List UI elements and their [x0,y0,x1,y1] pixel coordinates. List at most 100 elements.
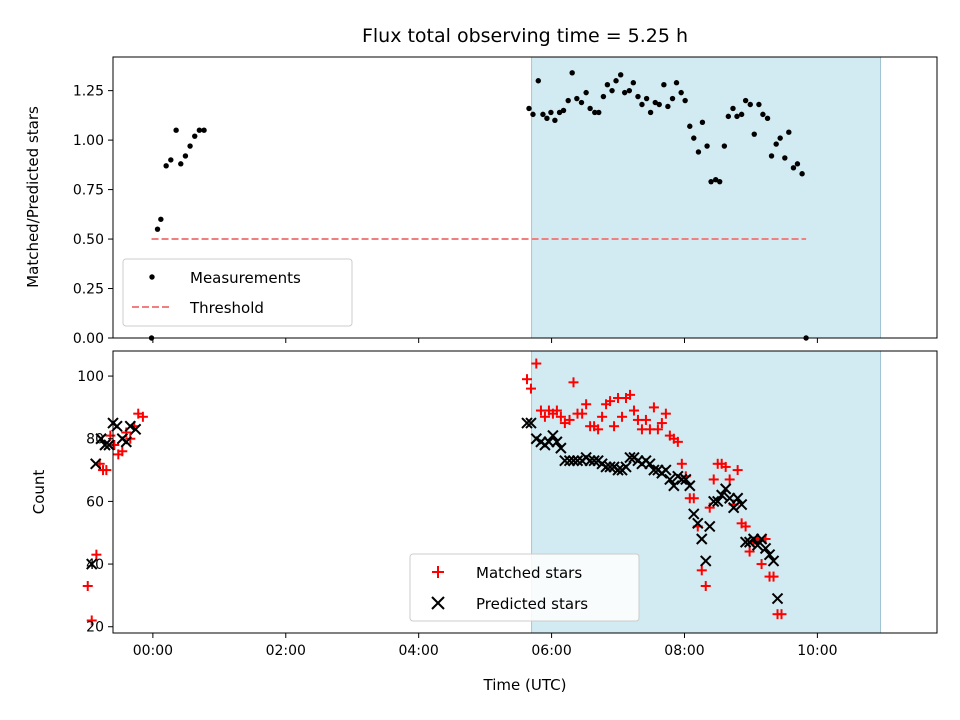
measurement-point [643,95,650,102]
matched-star-point [708,474,719,485]
measurement-point [786,129,792,135]
measurement-point [578,99,585,106]
matched-star-point [776,609,787,620]
predicted-star-point [704,520,716,533]
matched-star-point [744,546,755,557]
predicted-star-point [612,464,624,476]
ratio-observing-window-shade [531,56,881,339]
matched-star-point [660,408,671,419]
predicted-star-point [624,451,636,464]
predicted-star-point [680,473,692,486]
ratio-marks [148,70,809,341]
predicted-star-point [708,495,720,508]
predicted-star-point [111,420,123,432]
matched-star-point [551,405,562,416]
y-tick-label: 1.00 [73,133,104,149]
matched-star-point [525,383,536,394]
y-tick-label: 0.50 [73,232,104,248]
matched-star-point [539,411,550,422]
y-tick-label: 0.25 [73,282,104,298]
matched-star-point [605,396,616,407]
measurement-point [673,80,680,86]
measurement-point [768,153,775,159]
measurement-point [544,115,550,122]
measurement-point [687,123,693,129]
matched-star-point [656,418,667,429]
ratio-legend: Measurements Threshold [122,258,353,327]
measurement-point [556,109,563,116]
measurement-point [548,109,554,116]
measurement-point [777,135,783,141]
matched-star-point [137,411,148,422]
measurement-point [678,89,684,96]
matched-star-point [86,615,97,626]
matched-star-point [696,565,707,576]
predicted-star-point [715,489,728,501]
y-tick-label: 100 [77,369,104,385]
measurement-point [713,176,719,183]
predicted-star-point [767,555,780,567]
matched-star-point [688,493,699,504]
predicted-star-point [763,548,776,561]
matched-star-point [724,474,735,485]
predicted-star-point [95,433,107,445]
measurement-point [552,117,558,124]
predicted-star-point [525,417,537,429]
measurement-point [742,97,749,104]
legend-matched-marker [432,566,444,578]
predicted-star-point [604,461,616,473]
matched-star-point [628,405,639,416]
predicted-star-point [551,436,563,448]
measurement-point [540,111,546,118]
measurement-point [201,127,207,133]
matched-star-point [564,414,575,425]
predicted-star-point [688,508,700,520]
matched-star-point [581,399,592,410]
x-tick-label: 06:00 [531,643,571,659]
count-axis-ticks: 00:00 02:00 04:00 06:00 08:00 10:00 20 40 60 80 10… [77,369,837,659]
x-tick-label: 02:00 [266,643,306,659]
matched-star-point [648,402,659,413]
matched-star-point [700,581,711,591]
predicted-star-point [712,495,724,508]
measurement-point [747,101,753,108]
predicted-star-point [660,464,672,476]
measurement-point [721,143,728,149]
measurement-point [751,131,757,137]
predicted-star-point [696,533,708,545]
count-y-axis-label: Count [30,470,48,515]
measurement-point [182,153,189,159]
ratio-axes-frame [112,56,938,339]
matched-star-point [597,411,608,422]
matched-star-point [555,411,566,422]
predicted-star-point [620,461,632,473]
matched-star-point [720,461,731,472]
measurement-point [617,72,624,78]
legend-measurements-label: Measurements [190,269,301,287]
matched-star-point [676,458,687,469]
predicted-star-point [648,464,660,476]
measurement-point [773,141,779,147]
predicted-star-point [571,454,584,467]
matched-star-point [768,571,779,582]
predicted-star-point [90,458,102,470]
chart-title: Flux total observing time = 5.25 h [362,25,688,47]
matched-star-point [531,358,542,369]
measurement-point [574,95,580,102]
measurement-point [682,97,688,104]
predicted-star-point [99,439,111,451]
y-tick-label: 40 [86,557,104,573]
y-tick-label: 0.00 [73,331,104,347]
measurement-point [794,161,801,167]
predicted-star-point [684,480,696,492]
measurement-point [764,115,771,122]
predicted-star-point [129,423,142,436]
y-tick-label: 1.25 [73,84,104,100]
predicted-star-point [124,420,136,432]
measurement-point [587,105,593,112]
count-legend-box [409,553,640,622]
measurement-point [596,109,602,116]
predicted-star-point [731,492,744,504]
count-marks [82,358,787,626]
